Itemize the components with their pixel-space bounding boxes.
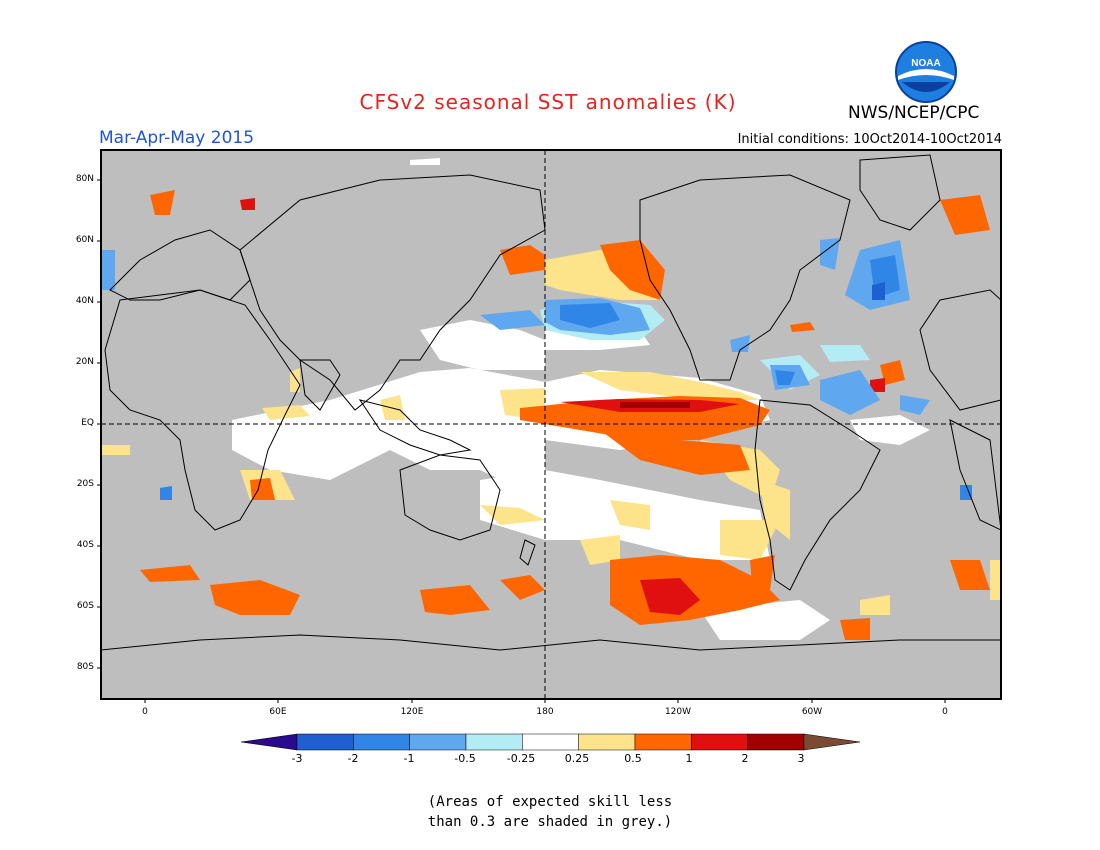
- lat-label-80n: 80N: [75, 174, 94, 184]
- lat-label-40s: 40S: [76, 540, 94, 550]
- colorbar-label-m3: -3: [291, 752, 303, 765]
- lat-label-60s: 60S: [76, 601, 94, 611]
- colorbar-segment: [522, 733, 579, 751]
- lon-label-60w: 60W: [801, 707, 823, 717]
- colorbar-segment: [353, 733, 410, 751]
- skill-note: (Areas of expected skill less than 0.3 a…: [0, 792, 1100, 832]
- noaa-logo-text: NOAA: [911, 58, 940, 69]
- map-title: CFSv2 seasonal SST anomalies (K): [359, 90, 737, 114]
- colorbar-segment: [465, 733, 523, 751]
- colorbar-label-p3: 3: [797, 752, 805, 765]
- forecast-period: Mar-Apr-May 2015: [99, 128, 255, 148]
- very-strong-cool-anomaly-regions: [872, 282, 885, 300]
- colorbar-segment: [578, 733, 636, 751]
- lat-label-20s: 20S: [76, 479, 94, 489]
- lat-label-60n: 60N: [75, 235, 94, 245]
- axis-ticks: [97, 179, 946, 703]
- colorbar-segment: [691, 733, 748, 751]
- colorbar-segment: [747, 733, 805, 751]
- colorbar-label-p1: 1: [685, 752, 693, 765]
- lat-label-40n: 40N: [75, 296, 94, 306]
- colorbar-segment-min: [240, 733, 298, 751]
- lon-label-120w: 120W: [664, 707, 692, 717]
- lat-label-80s: 80S: [76, 662, 94, 672]
- noaa-logo: NOAA: [895, 41, 957, 103]
- colorbar-label-p025: 0.25: [564, 752, 590, 765]
- lon-label-180: 180: [536, 707, 554, 717]
- lon-label-0-east: 0: [942, 707, 948, 717]
- colorbar-label-p2: 2: [741, 752, 749, 765]
- lat-label-eq: EQ: [81, 418, 94, 428]
- very-strong-warm-anomaly-regions: [620, 402, 690, 408]
- colorbar-segments: [240, 733, 861, 751]
- lat-label-20n: 20N: [75, 357, 94, 367]
- skill-note-line2: than 0.3 are shaded in grey.): [427, 814, 673, 830]
- initial-conditions: Initial conditions: 10Oct2014-10Oct2014: [737, 132, 1002, 147]
- organization-label: NWS/NCEP/CPC: [848, 103, 980, 123]
- colorbar-label-m1: -1: [403, 752, 415, 765]
- colorbar-segment: [296, 733, 354, 751]
- lon-label-120e: 120E: [400, 707, 424, 717]
- colorbar-segment-max: [803, 733, 861, 751]
- coastlines: [101, 154, 1001, 651]
- lon-label-60e: 60E: [269, 707, 287, 717]
- colorbar-label-m2: -2: [347, 752, 359, 765]
- skill-note-line1: (Areas of expected skill less: [427, 794, 673, 810]
- lon-label-0-west: 0: [142, 707, 148, 717]
- colorbar-label-m05: -0.5: [454, 752, 476, 765]
- colorbar-label-m025: -0.25: [506, 752, 536, 765]
- colorbar-label-p05: 0.5: [624, 752, 642, 765]
- colorbar-segment: [634, 733, 692, 751]
- colorbar-segment: [409, 733, 467, 751]
